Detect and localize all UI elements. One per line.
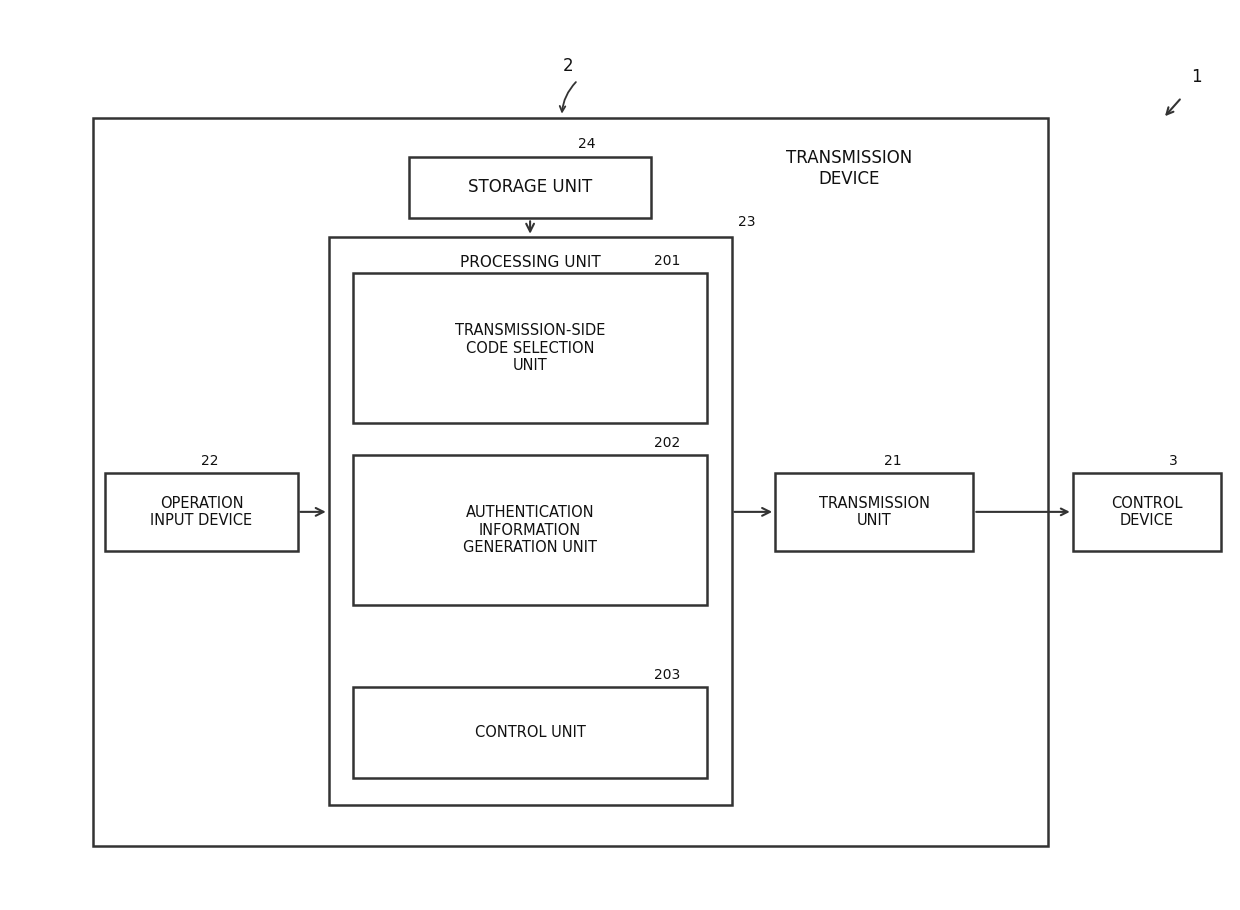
Text: 203: 203: [653, 668, 680, 682]
Bar: [353, 455, 707, 605]
Bar: [105, 473, 298, 551]
Bar: [93, 118, 1048, 846]
Text: 24: 24: [578, 137, 596, 151]
Text: STORAGE UNIT: STORAGE UNIT: [467, 178, 593, 197]
Bar: [353, 273, 707, 423]
Bar: [775, 473, 973, 551]
Text: CONTROL
DEVICE: CONTROL DEVICE: [1111, 496, 1183, 528]
Text: TRANSMISSION
UNIT: TRANSMISSION UNIT: [818, 496, 930, 528]
Bar: [329, 237, 732, 805]
Text: AUTHENTICATION
INFORMATION
GENERATION UNIT: AUTHENTICATION INFORMATION GENERATION UN…: [463, 505, 598, 555]
Bar: [409, 157, 651, 218]
Text: 3: 3: [1169, 454, 1178, 468]
Text: 21: 21: [884, 454, 901, 468]
Text: 22: 22: [201, 454, 219, 468]
Text: TRANSMISSION
DEVICE: TRANSMISSION DEVICE: [786, 149, 913, 187]
Text: PROCESSING UNIT: PROCESSING UNIT: [460, 255, 600, 269]
Text: 23: 23: [738, 216, 755, 229]
Text: CONTROL UNIT: CONTROL UNIT: [475, 725, 585, 740]
Text: TRANSMISSION-SIDE
CODE SELECTION
UNIT: TRANSMISSION-SIDE CODE SELECTION UNIT: [455, 323, 605, 373]
Bar: [1073, 473, 1221, 551]
Text: 1: 1: [1192, 68, 1202, 86]
Text: 2: 2: [563, 56, 573, 75]
Text: 202: 202: [653, 436, 680, 450]
Text: OPERATION
INPUT DEVICE: OPERATION INPUT DEVICE: [150, 496, 253, 528]
Text: 201: 201: [653, 254, 681, 268]
Bar: [353, 687, 707, 778]
